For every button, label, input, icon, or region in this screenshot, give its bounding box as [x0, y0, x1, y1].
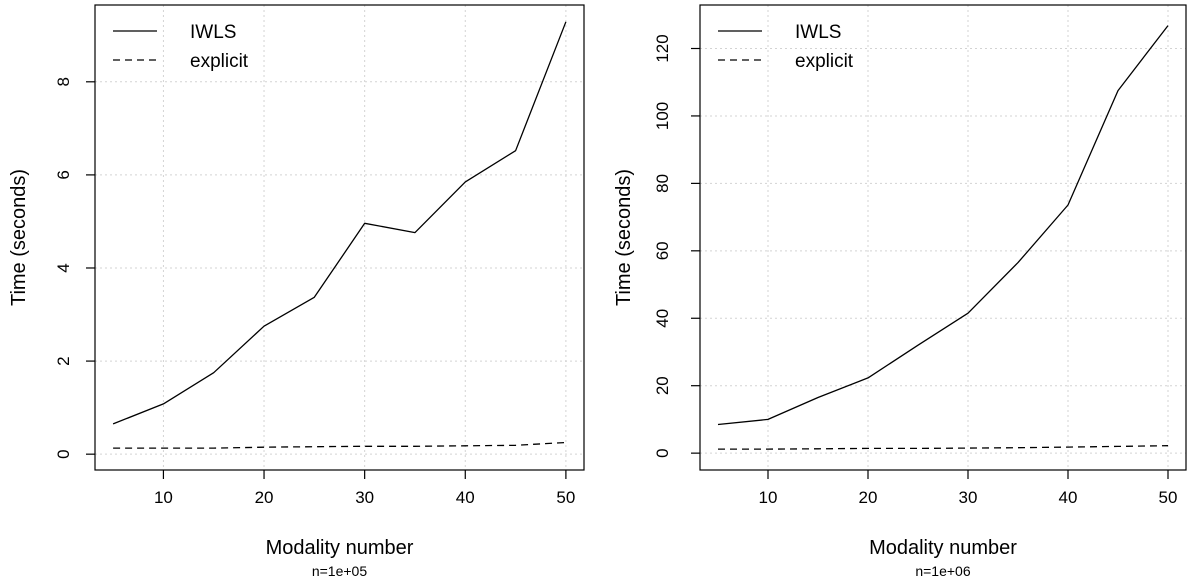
x-tick-label: 20 [859, 488, 878, 507]
x-tick-label: 50 [556, 488, 575, 507]
y-tick-label: 8 [54, 77, 73, 86]
legend: IWLS explicit [718, 22, 854, 72]
data-point-explicit [363, 445, 366, 448]
data-point-explicit [867, 447, 870, 450]
data-point-iwls [112, 422, 115, 425]
plot-frame [94, 4, 585, 471]
legend: IWLS explicit [113, 22, 249, 72]
x-tick-label: 30 [355, 488, 374, 507]
y-tick-label: 4 [54, 263, 73, 272]
data-point-explicit [112, 447, 115, 450]
data-point-explicit [1117, 445, 1120, 448]
data-point-iwls [767, 418, 770, 421]
series-line-explicit [113, 441, 566, 449]
y-tick-label: 20 [653, 376, 672, 395]
data-point-iwls [464, 180, 467, 183]
legend-label-explicit: explicit [795, 51, 854, 72]
data-point-iwls [564, 20, 567, 23]
y-axis-title: Time (seconds) [8, 169, 30, 306]
y-tick-label: 120 [653, 34, 672, 62]
y-tick-label: 40 [653, 309, 672, 328]
data-point-iwls [967, 312, 970, 315]
y-tick-label: 0 [54, 449, 73, 458]
data-point-iwls [313, 296, 316, 299]
legend-label-iwls: IWLS [795, 22, 841, 43]
data-point-explicit [162, 447, 165, 450]
x-tick-label: 20 [255, 488, 274, 507]
y-tick-label: 60 [653, 241, 672, 260]
data-point-explicit [313, 445, 316, 448]
data-point-iwls [1117, 89, 1120, 92]
series-line-iwls [717, 25, 1169, 426]
data-point-iwls [1167, 24, 1170, 27]
x-tick-label: 40 [1059, 488, 1078, 507]
plot-frame [699, 4, 1187, 471]
data-point-iwls [817, 396, 820, 399]
data-point-explicit [413, 445, 416, 448]
data-point-explicit [212, 447, 215, 450]
data-point-explicit [1017, 446, 1020, 449]
x-axis-title: Modality number [869, 537, 1017, 559]
data-point-iwls [717, 423, 720, 426]
y-axis-title: Time (seconds) [613, 169, 635, 306]
data-point-iwls [263, 325, 266, 328]
data-point-explicit [1067, 446, 1070, 449]
y-tick-label: 6 [54, 170, 73, 179]
y-tick-label: 0 [653, 448, 672, 457]
y-tick-label: 2 [54, 356, 73, 365]
x-tick-label: 10 [759, 488, 778, 507]
data-point-explicit [717, 448, 720, 451]
data-point-explicit [464, 444, 467, 447]
data-point-explicit [967, 447, 970, 450]
x-tick-label: 10 [154, 488, 173, 507]
data-point-iwls [413, 231, 416, 234]
x-tick-label: 50 [1159, 488, 1178, 507]
data-point-explicit [1167, 444, 1170, 447]
legend-label-iwls: IWLS [190, 22, 236, 43]
y-tick-label: 100 [653, 102, 672, 130]
legend-label-explicit: explicit [190, 51, 249, 72]
series-line-explicit [718, 445, 1169, 450]
x-tick-label: 40 [456, 488, 475, 507]
data-point-iwls [363, 222, 366, 225]
data-point-explicit [767, 448, 770, 451]
right-chart-panel: 10 20 30 40 50 0 20 40 60 80 100 120 Modality number… [613, 4, 1187, 579]
y-tick-label: 80 [653, 174, 672, 193]
data-point-explicit [514, 444, 517, 447]
data-point-explicit [917, 447, 920, 450]
series-line-iwls [112, 21, 567, 425]
data-point-explicit [263, 446, 266, 449]
x-tick-label: 30 [959, 488, 978, 507]
data-point-iwls [1017, 261, 1020, 264]
chart-subtitle: n=1e+05 [312, 563, 367, 579]
data-point-explicit [817, 447, 820, 450]
left-chart-panel: 10 20 30 40 50 0 2 4 6 8 Modality number n=1e+05 Tim… [8, 4, 585, 579]
data-point-iwls [867, 376, 870, 379]
data-point-iwls [1067, 203, 1070, 206]
data-point-explicit [564, 441, 567, 444]
data-point-iwls [514, 149, 517, 152]
x-axis-title: Modality number [266, 537, 414, 559]
data-point-iwls [162, 402, 165, 405]
data-point-iwls [212, 371, 215, 374]
data-point-iwls [917, 344, 920, 347]
chart-subtitle: n=1e+06 [915, 563, 970, 579]
